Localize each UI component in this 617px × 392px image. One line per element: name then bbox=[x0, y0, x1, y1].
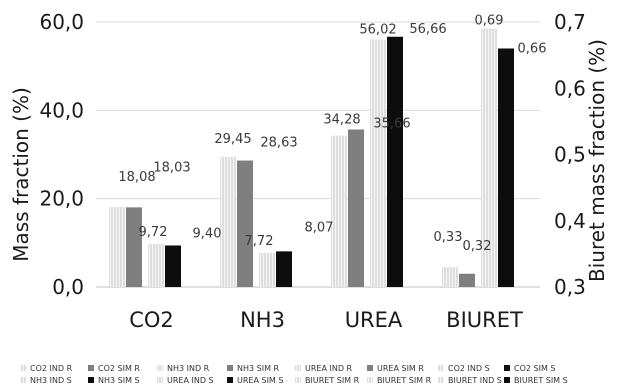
legend-swatch bbox=[367, 377, 373, 383]
legend-swatch bbox=[88, 377, 94, 383]
data-label: 28,63 bbox=[260, 136, 297, 151]
data-label: 0,69 bbox=[475, 14, 504, 29]
data-label: 34,28 bbox=[323, 113, 360, 128]
legend-entry: NH3 IND R bbox=[167, 364, 210, 373]
legend-entry: NH3 SIM R bbox=[237, 364, 280, 373]
y2-axis-title: Biuret mass fraction (%) bbox=[585, 39, 609, 282]
bar bbox=[165, 245, 181, 287]
legend-entry: CO2 IND R bbox=[30, 364, 73, 373]
legend-entry: NH3 SIM S bbox=[98, 376, 140, 385]
legend-swatch bbox=[295, 365, 301, 371]
legend-swatch bbox=[438, 365, 444, 371]
data-label: 18,03 bbox=[153, 160, 190, 175]
legend-entry: CO2 SIM R bbox=[98, 364, 140, 373]
bar bbox=[348, 129, 364, 287]
x-tick-label: CO2 bbox=[129, 308, 174, 332]
legend-swatch bbox=[367, 365, 373, 371]
y2-tick-label: 0,3 bbox=[554, 275, 586, 299]
bar bbox=[442, 267, 458, 287]
legend-entry: CO2 IND S bbox=[448, 364, 490, 373]
legend-entry: CO2 SIM S bbox=[514, 364, 555, 373]
y-tick-label: 0,0 bbox=[52, 275, 84, 299]
bar bbox=[370, 39, 386, 287]
bar bbox=[148, 244, 164, 287]
legend-swatch bbox=[157, 365, 163, 371]
y-tick-label: 40,0 bbox=[39, 98, 84, 122]
legend-entry: NH3 IND S bbox=[30, 376, 72, 385]
legend-entry: BIURET IND S bbox=[448, 376, 502, 385]
bar bbox=[331, 135, 347, 287]
legend-entry: UREA SIM S bbox=[237, 376, 283, 385]
data-label: 35,66 bbox=[373, 117, 410, 132]
data-label: 9,40 bbox=[193, 226, 222, 241]
legend-swatch bbox=[20, 377, 26, 383]
data-label: 0,66 bbox=[518, 42, 547, 57]
bar bbox=[459, 273, 475, 287]
bar bbox=[220, 156, 236, 287]
x-tick-label: NH3 bbox=[240, 308, 285, 332]
data-label: 56,66 bbox=[409, 22, 446, 37]
legend-swatch bbox=[227, 377, 233, 383]
y-tick-label: 60,0 bbox=[39, 10, 84, 34]
y2-tick-label: 0,4 bbox=[554, 209, 586, 233]
axes-group: 0,0 20,0 40,0 60,0 0,3 0,4 0,5 0,6 0,7 Mass fract… bbox=[9, 10, 609, 332]
legend-swatch bbox=[88, 365, 94, 371]
legend-swatch bbox=[227, 365, 233, 371]
x-tick-label: UREA bbox=[345, 308, 403, 332]
data-label: 7,72 bbox=[245, 234, 274, 249]
data-label: 9,72 bbox=[139, 225, 168, 240]
legend-entry: UREA IND S bbox=[167, 376, 214, 385]
legend-swatch bbox=[438, 377, 444, 383]
legend-entry: UREA IND R bbox=[305, 364, 353, 373]
legend-entry: UREA SIM R bbox=[377, 364, 424, 373]
bars-group bbox=[109, 28, 514, 288]
bar bbox=[259, 252, 275, 287]
bar bbox=[276, 251, 292, 287]
legend-entry: BIURET SIM R bbox=[377, 376, 432, 385]
legend-swatch bbox=[295, 377, 301, 383]
bar bbox=[109, 207, 125, 287]
bar bbox=[126, 207, 142, 287]
legend-swatch bbox=[20, 365, 26, 371]
bar bbox=[387, 36, 403, 288]
data-label: 8,07 bbox=[305, 220, 334, 235]
y-axis-title: Mass fraction (%) bbox=[9, 87, 33, 262]
bar bbox=[481, 28, 497, 287]
x-tick-label: BIURET bbox=[446, 308, 523, 332]
legend-entry: BIURET SIM S bbox=[514, 376, 568, 385]
legend-swatch bbox=[157, 377, 163, 383]
legend-swatch bbox=[504, 365, 510, 371]
bar bbox=[498, 48, 514, 287]
y-tick-label: 20,0 bbox=[39, 187, 84, 211]
y2-tick-label: 0,5 bbox=[554, 143, 586, 167]
data-label: 0,32 bbox=[463, 239, 492, 254]
y2-tick-label: 0,6 bbox=[554, 76, 586, 100]
bar bbox=[237, 160, 253, 287]
legend-entry: BIURET SIM R bbox=[305, 376, 360, 385]
data-label: 0,33 bbox=[434, 230, 463, 245]
data-label: 56,02 bbox=[359, 23, 396, 38]
y2-tick-label: 0,7 bbox=[554, 10, 586, 34]
legend: CO2 IND R CO2 SIM R NH3 IND R NH3 SIM R UREA… bbox=[20, 364, 568, 385]
data-label: 29,45 bbox=[214, 132, 251, 147]
legend-swatch bbox=[504, 377, 510, 383]
data-label: 18,08 bbox=[118, 170, 155, 185]
